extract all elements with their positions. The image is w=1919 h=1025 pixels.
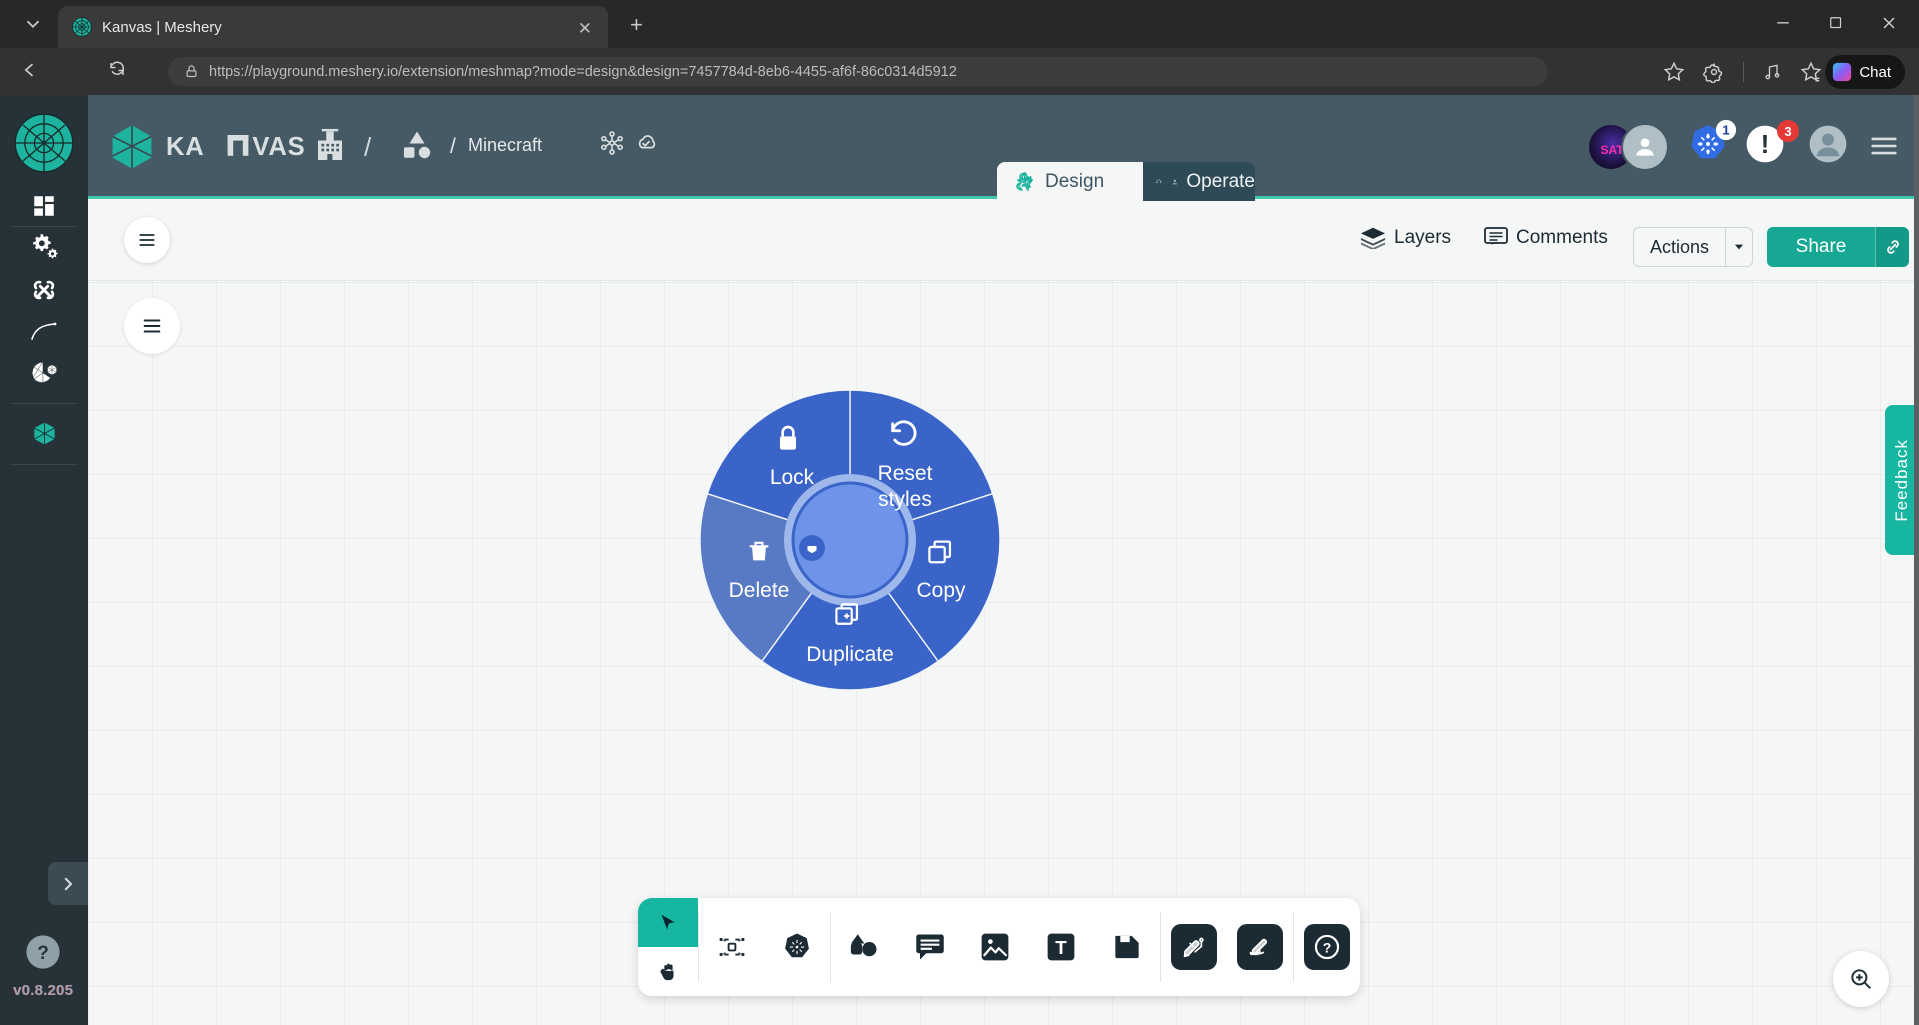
svg-text:?: ?	[1323, 939, 1332, 955]
svg-text:v0.8.205: v0.8.205	[13, 982, 73, 999]
svg-text:!: !	[1761, 129, 1770, 159]
svg-text:?: ?	[37, 943, 49, 964]
svg-text:T: T	[1055, 937, 1067, 958]
svg-text:1: 1	[1722, 123, 1730, 138]
svg-text:VAS: VAS	[252, 133, 305, 161]
svg-text:KA: KA	[166, 133, 205, 161]
